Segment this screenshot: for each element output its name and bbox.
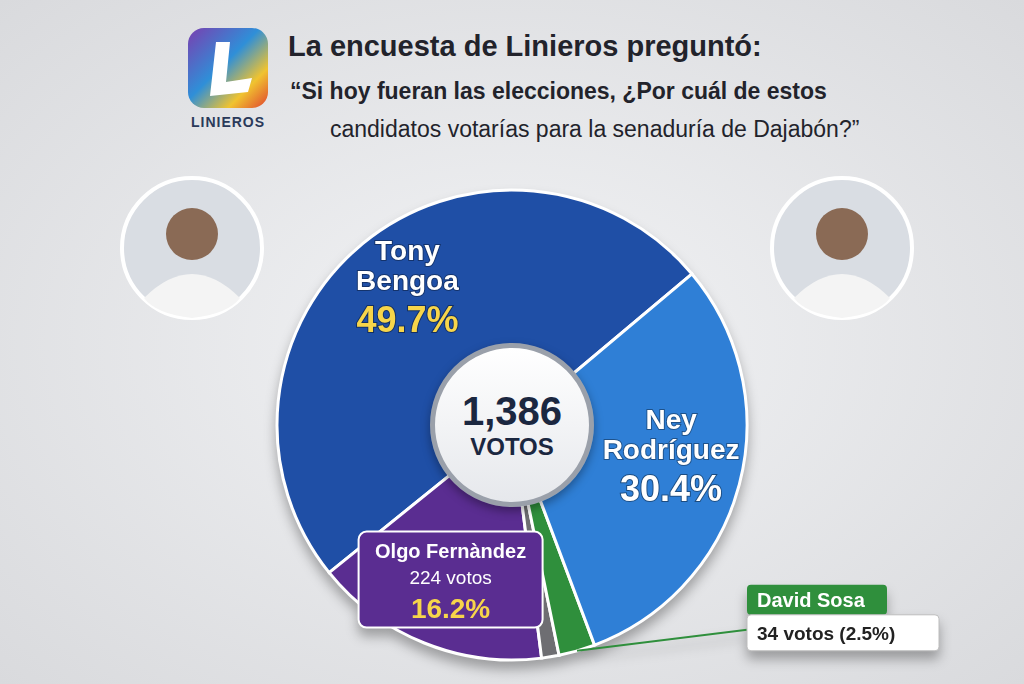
svg-text:Bengoa: Bengoa [356, 265, 459, 296]
svg-text:Olgo Fernàndez: Olgo Fernàndez [375, 540, 526, 562]
html-text:LINIEROS: LINIEROS [190, 114, 266, 130]
html-text:VOTOS: VOTOS [470, 433, 554, 460]
svg-text:Rodríguez: Rodríguez [603, 434, 740, 465]
html-text:1,386: 1,386 [461, 389, 562, 433]
svg-text:16.2%: 16.2% [411, 593, 490, 624]
svg-text:David Sosa: David Sosa [757, 589, 866, 611]
svg-text:Tony: Tony [375, 235, 440, 266]
svg-text:224 votos: 224 votos [409, 567, 491, 588]
svg-text:Ney: Ney [645, 404, 697, 435]
html-text:“Si hoy fueran las elecciones,: “Si hoy fueran las elecciones, ¿Por cuál… [290, 78, 827, 104]
svg-text:34 votos (2.5%): 34 votos (2.5%) [757, 623, 895, 644]
svg-text:49.7%: 49.7% [356, 299, 458, 340]
html-text:La encuesta de Linieros pregun: La encuesta de Linieros preguntó: [288, 30, 762, 62]
svg-text:30.4%: 30.4% [620, 468, 722, 509]
html-text:candidatos votarías para la se: candidatos votarías para la senaduría de… [330, 116, 860, 142]
